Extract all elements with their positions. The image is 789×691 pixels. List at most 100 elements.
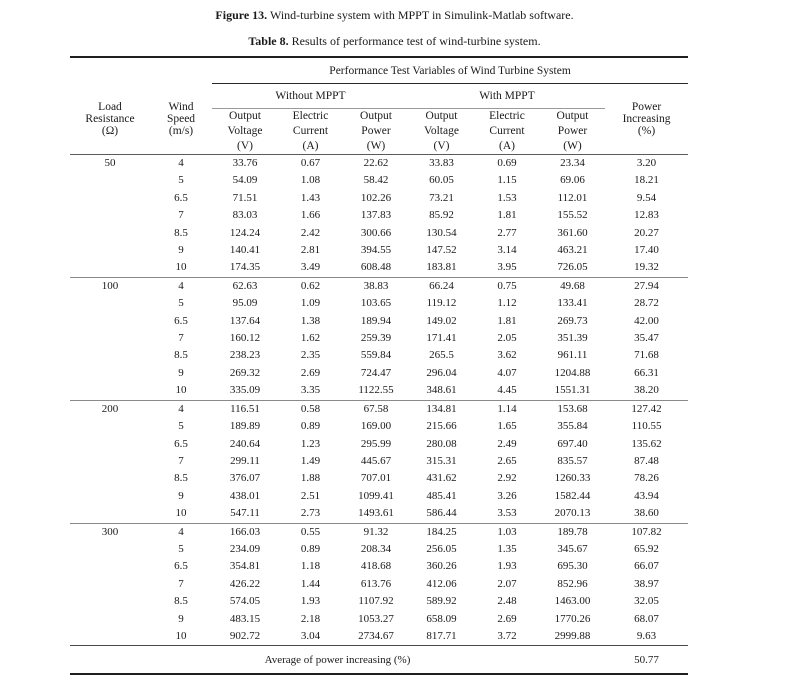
wind-speed-cell: 8.5 (174, 595, 188, 608)
value-cell: 234.09 (229, 542, 261, 555)
value-cell: 360.26 (426, 560, 457, 573)
value-cell: 483.15 (229, 612, 261, 625)
value-cell: 135.62 (631, 437, 662, 450)
value-cell: 695.30 (557, 560, 588, 573)
wind-speed-cell: 4 (178, 157, 184, 169)
value-cell: 2.77 (497, 226, 517, 239)
table-row: 6.5 71.51 1.43 102.26 73.21 1.53 112.01 9.54 (70, 190, 688, 207)
spanner-header-row: Performance Test Variables of Wind Turbi… (70, 57, 689, 84)
table-row: 5 234.09 0.89 208.34 256.05 1.35 345.67 65.92 (70, 541, 688, 558)
value-cell: 2.81 (300, 244, 321, 257)
value-cell: 137.83 (360, 209, 392, 222)
col-header-wind-speed: Wind Speed (m/s) (150, 83, 212, 155)
value-cell: 95.09 (232, 297, 258, 310)
header-spacer-cell (70, 57, 212, 84)
value-cell: 0.75 (497, 279, 517, 292)
table-row: 50 4 33.76 0.67 22.62 33.83 0.69 23.34 3.20 (70, 155, 688, 173)
value-cell: 463.21 (557, 244, 588, 257)
group-header-row: Load Resistance (Ω) Wind Speed (m/s) Wit… (70, 83, 689, 155)
value-cell: 9.63 (636, 629, 657, 642)
wind-speed-cell: 9 (178, 244, 184, 257)
value-cell: 1.88 (300, 472, 321, 485)
value-cell: 613.76 (360, 577, 392, 590)
value-cell: 574.05 (229, 595, 261, 608)
value-cell: 351.39 (557, 332, 588, 345)
value-cell: 189.78 (557, 525, 588, 538)
table-row: 10 335.09 3.35 1122.55 348.61 4.45 1551.31 38.2… (70, 382, 688, 400)
value-cell: 300.66 (360, 226, 392, 239)
value-cell: 2.69 (497, 612, 517, 625)
value-cell: 1493.61 (358, 507, 394, 520)
col-subheader: Output Voltage (V) (212, 108, 278, 155)
value-cell: 189.89 (229, 420, 261, 433)
wind-speed-cell: 8.5 (174, 472, 188, 485)
value-cell: 91.32 (363, 525, 389, 538)
value-cell: 27.94 (634, 279, 659, 292)
value-cell: 18.21 (634, 174, 659, 187)
value-cell: 1.35 (497, 542, 517, 555)
value-cell: 33.83 (429, 157, 454, 169)
value-cell: 149.02 (426, 314, 457, 327)
col-subheader: Electric Current (A) (474, 108, 540, 155)
paper-page: Figure 13. Wind-turbine system with MPPT… (70, 8, 689, 676)
value-cell: 68.07 (634, 612, 659, 625)
value-cell: 137.64 (229, 314, 261, 327)
wind-speed-cell: 6.5 (174, 560, 188, 573)
table-row: 9 140.41 2.81 394.55 147.52 3.14 463.21 17.40 (70, 242, 688, 259)
value-cell: 2070.13 (554, 507, 591, 520)
value-cell: 299.11 (230, 454, 260, 467)
wind-speed-cell: 7 (178, 454, 184, 467)
col-subheader: Electric Current (A) (278, 108, 343, 155)
value-cell: 2.42 (300, 226, 321, 239)
value-cell: 166.03 (229, 525, 261, 538)
value-cell: 1.14 (497, 402, 517, 415)
col-subheader: Output Power (W) (540, 108, 605, 155)
resistance-block: 200 4 116.51 0.58 67.58 134.81 1.14 153.68 127.4… (70, 400, 689, 523)
value-cell: 0.62 (300, 279, 321, 292)
value-cell: 133.41 (557, 297, 588, 310)
value-cell: 65.92 (634, 542, 659, 555)
value-cell: 3.14 (497, 244, 517, 257)
table-row: 8.5 238.23 2.35 559.84 265.5 3.62 961.11 71.68 (70, 347, 688, 364)
value-cell: 66.07 (634, 560, 659, 573)
value-cell: 19.32 (634, 261, 659, 274)
value-cell: 707.01 (360, 472, 392, 485)
value-cell: 28.72 (634, 297, 659, 310)
table-row: 300 4 166.03 0.55 91.32 184.25 1.03 189.78 107.8… (70, 523, 688, 541)
value-cell: 1260.33 (554, 472, 591, 485)
value-cell: 269.32 (229, 366, 261, 379)
value-cell: 119.12 (426, 297, 457, 310)
value-cell: 1582.44 (554, 489, 591, 502)
value-cell: 127.42 (631, 402, 662, 415)
wind-speed-cell: 6.5 (174, 437, 188, 450)
value-cell: 265.5 (429, 349, 454, 362)
wind-speed-cell: 6.5 (174, 314, 188, 327)
col-header-load-resistance: Load Resistance (Ω) (70, 83, 150, 155)
value-cell: 2734.67 (358, 629, 394, 642)
table-caption-label: Table 8. (248, 34, 289, 48)
value-cell: 0.55 (300, 525, 321, 538)
value-cell: 658.09 (426, 612, 457, 625)
average-row: Average of power increasing (%) 50.77 (70, 645, 689, 676)
load-resistance-cell: 100 (101, 279, 119, 292)
value-cell: 438.01 (229, 489, 261, 502)
value-cell: 0.58 (300, 402, 321, 415)
value-cell: 1099.41 (358, 489, 394, 502)
wind-speed-cell: 4 (178, 402, 184, 415)
value-cell: 835.57 (557, 454, 588, 467)
table-row: 10 174.35 3.49 608.48 183.81 3.95 726.05 19.32 (70, 259, 688, 277)
value-cell: 87.48 (634, 454, 659, 467)
value-cell: 155.52 (557, 209, 588, 222)
value-cell: 22.62 (363, 157, 389, 169)
value-cell: 295.99 (360, 437, 392, 450)
value-cell: 20.27 (634, 226, 659, 239)
value-cell: 208.34 (360, 542, 392, 555)
value-cell: 1.03 (497, 525, 517, 538)
value-cell: 1.53 (497, 191, 517, 204)
value-cell: 2999.88 (554, 629, 591, 642)
table-row: 6.5 137.64 1.38 189.94 149.02 1.81 269.73 42.00 (70, 313, 688, 330)
value-cell: 60.05 (429, 174, 454, 187)
value-cell: 4.45 (497, 384, 517, 397)
wind-speed-cell: 9 (178, 366, 184, 379)
value-cell: 12.83 (634, 209, 659, 222)
